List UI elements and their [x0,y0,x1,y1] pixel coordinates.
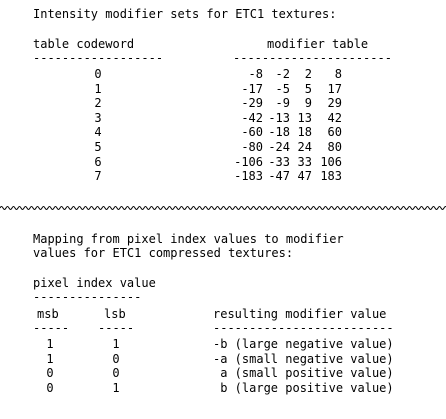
rule-result: ------------------------- [213,321,394,335]
result-cell: a (small positive value) [213,366,394,380]
msb-cell: 1 [46,352,54,366]
modifier-cell: 80 [327,140,342,154]
modifier-cell: -8 [248,67,263,81]
codeword-cell: 0 [94,67,102,81]
section1-title: Intensity modifier sets for ETC1 texture… [33,7,337,21]
modifier-cell: -60 [241,125,263,139]
modifier-cell: -33 [268,155,290,169]
modifier-cell: -47 [268,169,290,183]
msb-cell: 0 [46,366,54,380]
lsb-cell: 1 [112,381,120,395]
modifier-cell: 9 [304,96,312,110]
modifier-cell: -17 [241,82,263,96]
rule-msb: ----- [33,321,70,335]
msb-cell: 1 [46,337,54,351]
modifier-cell: -2 [275,67,290,81]
col-resulting-modifier-value: resulting modifier value [213,307,387,321]
rule-pixel-index: --------------- [33,290,142,304]
codeword-cell: 5 [94,140,102,154]
modifier-cell: 18 [297,125,312,139]
modifier-cell: 106 [320,155,342,169]
rule-modifier: ---------------------- [233,51,392,65]
modifier-cell: 47 [297,169,312,183]
modifier-cell: -24 [268,140,290,154]
col-table-codeword: table codeword [33,37,135,51]
modifier-cell: -18 [268,125,290,139]
modifier-cell: 60 [327,125,342,139]
codeword-cell: 6 [94,155,102,169]
modifier-cell: 5 [304,82,312,96]
col-modifier-table: modifier table [267,37,369,51]
modifier-cell: 13 [297,111,312,125]
result-cell: -b (large negative value) [213,337,394,351]
section2-title-line2: values for ETC1 compressed textures: [33,246,294,260]
codeword-cell: 7 [94,169,102,183]
codeword-cell: 2 [94,96,102,110]
result-cell: b (large positive value) [213,381,394,395]
modifier-cell: 42 [327,111,342,125]
section2-title-line1: Mapping from pixel index values to modif… [33,232,344,246]
col-pixel-index-value: pixel index value [33,276,156,290]
modifier-cell: -13 [268,111,290,125]
modifier-cell: -80 [241,140,263,154]
col-lsb: lsb [104,307,126,321]
modifier-cell: -5 [275,82,290,96]
rule-codeword: ------------------ [33,51,164,65]
modifier-cell: -42 [241,111,263,125]
lsb-cell: 0 [112,352,120,366]
modifier-cell: -106 [234,155,263,169]
codeword-cell: 3 [94,111,102,125]
modifier-cell: 33 [297,155,312,169]
codeword-cell: 4 [94,125,102,139]
modifier-cell: -183 [234,169,263,183]
modifier-cell: 8 [334,67,342,81]
rule-lsb: ----- [98,321,135,335]
lsb-cell: 0 [112,366,120,380]
lsb-cell: 1 [112,337,120,351]
modifier-cell: -29 [241,96,263,110]
result-cell: -a (small negative value) [213,352,394,366]
codeword-cell: 1 [94,82,102,96]
modifier-cell: 2 [304,67,312,81]
section-divider-wave [0,206,446,210]
modifier-cell: 17 [327,82,342,96]
modifier-cell: 29 [327,96,342,110]
col-msb: msb [37,307,59,321]
msb-cell: 0 [46,381,54,395]
modifier-cell: -9 [275,96,290,110]
modifier-cell: 24 [297,140,312,154]
modifier-cell: 183 [320,169,342,183]
